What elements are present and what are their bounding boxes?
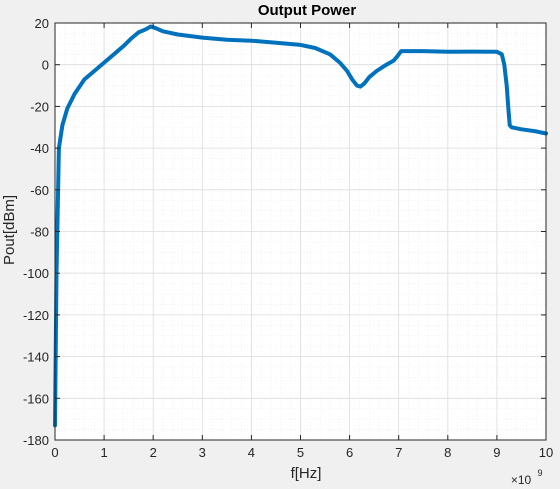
x-tick-label: 7 bbox=[395, 445, 402, 460]
y-tick-label: -180 bbox=[23, 433, 49, 448]
y-tick-label: -20 bbox=[30, 99, 49, 114]
series-line bbox=[53, 24, 548, 428]
y-tick-label: -160 bbox=[23, 391, 49, 406]
series-layer bbox=[53, 24, 548, 428]
y-ticks: -180 -160 -140 -120 -100 -80 -60 -40 -20 0 20 bbox=[23, 16, 546, 448]
x-tick-label: 9 bbox=[493, 445, 500, 460]
y-tick-label: -120 bbox=[23, 308, 49, 323]
x-exponent-power: 9 bbox=[537, 468, 542, 478]
x-tick-label: 8 bbox=[444, 445, 451, 460]
x-exponent-label: ×10 bbox=[511, 473, 532, 487]
y-tick-label: 20 bbox=[35, 16, 49, 31]
x-tick-label: 4 bbox=[248, 445, 255, 460]
y-tick-label: -40 bbox=[30, 141, 49, 156]
x-tick-label: 0 bbox=[51, 445, 58, 460]
x-tick-label: 6 bbox=[346, 445, 353, 460]
x-tick-label: 10 bbox=[539, 445, 553, 460]
x-axis-label: f[Hz] bbox=[291, 465, 322, 482]
x-ticks: 0 1 2 3 4 5 6 7 8 9 10 bbox=[51, 23, 553, 460]
x-tick-label: 3 bbox=[199, 445, 206, 460]
y-tick-label: -100 bbox=[23, 266, 49, 281]
x-tick-label: 2 bbox=[150, 445, 157, 460]
x-tick-label: 1 bbox=[100, 445, 107, 460]
y-tick-label: -60 bbox=[30, 183, 49, 198]
y-tick-label: -80 bbox=[30, 225, 49, 240]
x-tick-label: 5 bbox=[297, 445, 304, 460]
y-tick-label: -140 bbox=[23, 350, 49, 365]
chart-title: Output Power bbox=[258, 2, 356, 19]
y-tick-label: 0 bbox=[42, 58, 49, 73]
y-axis-label: Pout[dBm] bbox=[1, 195, 18, 265]
